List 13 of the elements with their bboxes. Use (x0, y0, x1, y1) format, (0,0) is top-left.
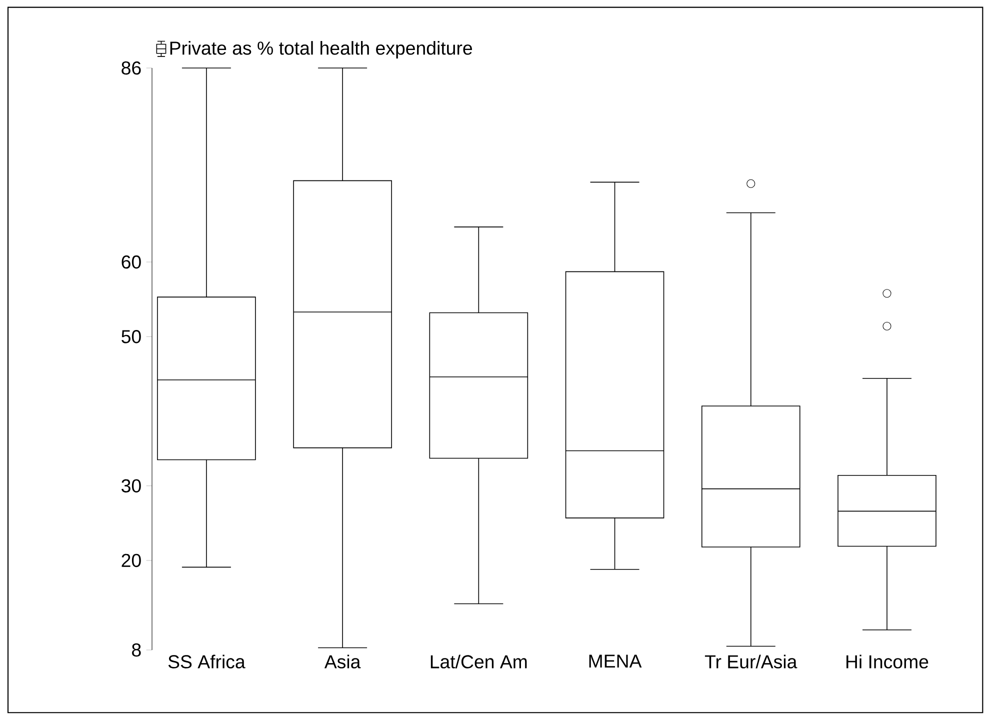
x-tick-label: Tr Eur/Asia (704, 654, 798, 668)
y-tick-label: 50 (122, 330, 141, 344)
x-tick-label: SS Africa (168, 654, 246, 668)
x-tick-label: Hi Income (846, 654, 928, 668)
y-tick-label: 30 (122, 479, 141, 492)
y-tick-label: 60 (122, 255, 141, 269)
x-tick-label: MENA (589, 654, 642, 668)
x-tick-label: Lat/Cen Am (430, 654, 527, 668)
x-tick-label: Asia (324, 654, 361, 668)
y-tick-label: 8 (132, 643, 141, 657)
y-tick-label: 20 (122, 554, 141, 568)
legend-label: Private as % total health expenditure (170, 41, 472, 58)
y-tick-label: 86 (122, 61, 141, 75)
